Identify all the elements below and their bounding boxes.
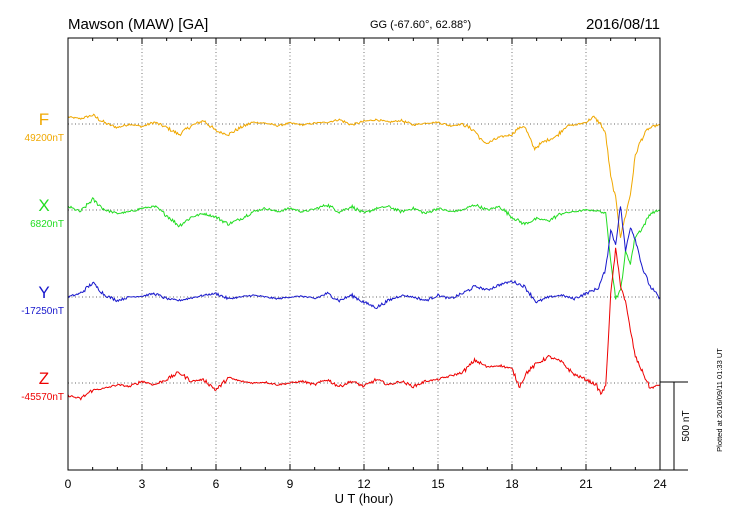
series-lines: [67, 113, 661, 401]
series-line-f: [67, 113, 661, 238]
series-baseline-label-f: 49200nT: [25, 133, 64, 144]
scale-bar-label: 500 nT: [681, 410, 692, 441]
series-name-f: F: [39, 110, 49, 129]
x-tick-label-12: 12: [357, 477, 371, 491]
x-tick-label-18: 18: [505, 477, 519, 491]
station-title: Mawson (MAW) [GA]: [68, 16, 208, 33]
series-line-z: [67, 247, 661, 401]
grid-lines: [141, 38, 587, 470]
plot-date: 2016/08/11: [586, 16, 660, 33]
series-line-y: [67, 206, 661, 310]
x-tick-label-9: 9: [287, 477, 294, 491]
x-tick-label-6: 6: [213, 477, 220, 491]
series-name-z: Z: [39, 369, 49, 388]
x-tick-label-3: 3: [139, 477, 146, 491]
x-axis-ticks: 0 3 6 9 12 15 18 21 24: [65, 38, 667, 491]
x-axis-title: U T (hour): [335, 491, 394, 506]
station-coordinates: GG (-67.60°, 62.88°): [370, 19, 471, 31]
scale-bar: 500 nT: [660, 381, 692, 471]
x-tick-label-21: 21: [579, 477, 593, 491]
x-tick-label-0: 0: [65, 477, 72, 491]
series-name-x: X: [38, 196, 49, 215]
x-tick-label-24: 24: [653, 477, 667, 491]
series-name-y: Y: [38, 283, 49, 302]
series-line-x: [67, 196, 661, 300]
baseline-lines: [68, 123, 660, 384]
series-labels: F 49200nT X 6820nT Y -17250nT Z -45570nT: [21, 110, 64, 403]
series-baseline-label-x: 6820nT: [30, 219, 64, 230]
plot-frame: [67, 37, 661, 471]
series-baseline-label-z: -45570nT: [21, 392, 64, 403]
plotted-note: Plotted at 2016/09/11 01:33 UT: [715, 348, 724, 452]
series-baseline-label-y: -17250nT: [21, 306, 64, 317]
x-tick-label-15: 15: [431, 477, 445, 491]
